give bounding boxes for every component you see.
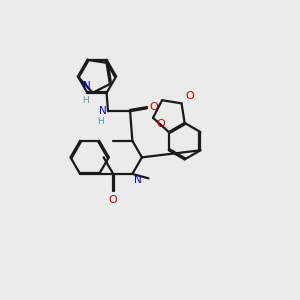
Text: H: H [97,116,104,125]
Text: O: O [109,194,118,205]
Text: N: N [82,81,90,91]
Text: H: H [82,96,89,105]
Text: N: N [99,106,106,116]
Text: O: O [185,91,194,101]
Text: O: O [150,102,158,112]
Text: O: O [157,119,165,129]
Text: N: N [134,176,142,185]
